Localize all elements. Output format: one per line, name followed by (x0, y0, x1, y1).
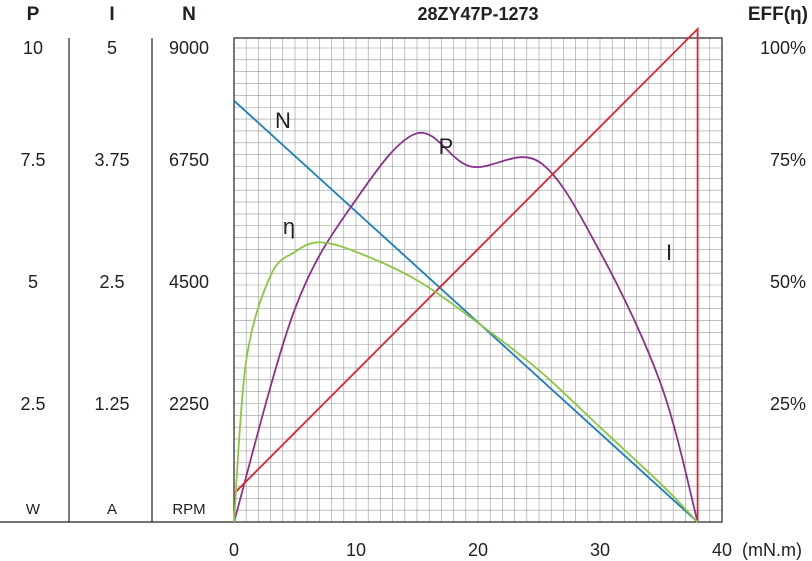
series-label-i: I (666, 240, 672, 265)
left-tick-label: 2.5 (99, 272, 124, 292)
axis-header-n: N (182, 4, 196, 25)
series-line-p (233, 131, 699, 523)
axis-unit-a: A (107, 501, 117, 518)
x-tick-label: 0 (229, 540, 239, 560)
plot-border (233, 37, 723, 523)
x-tick-label: 30 (590, 540, 610, 560)
right-tick-label: 75% (770, 150, 806, 170)
axis-header-i: I (109, 4, 114, 25)
left-tick-label: 1.25 (94, 394, 129, 414)
axis-header-p: P (27, 4, 40, 25)
series-label-eta: η (283, 214, 295, 239)
left-tick-label: 2.5 (20, 394, 45, 414)
left-tick-label: 9000 (169, 38, 209, 58)
left-tick-label: 10 (23, 38, 43, 58)
left-tick-label: 7.5 (20, 150, 45, 170)
left-tick-label: 3.75 (94, 150, 129, 170)
series-line-eta (233, 241, 699, 523)
series-label-p: P (439, 134, 454, 159)
axis-unit-w: W (26, 501, 41, 518)
left-tick-label: 5 (107, 38, 117, 58)
right-tick-label: 50% (770, 272, 806, 292)
series-label-n: N (275, 108, 291, 133)
x-tick-label: 20 (468, 540, 488, 560)
left-tick-label: 2250 (169, 394, 209, 414)
series-line-i (233, 26, 699, 522)
x-axis-label: (mN.m) (742, 540, 802, 560)
axis-header-eff: EFF(η) (748, 4, 808, 25)
right-tick-label: 100% (760, 38, 806, 58)
left-tick-label: 5 (28, 272, 38, 292)
x-tick-label: 40 (712, 540, 732, 560)
series-line-n (233, 100, 699, 523)
left-tick-label: 6750 (169, 150, 209, 170)
right-tick-label: 25% (770, 394, 806, 414)
left-tick-label: 4500 (169, 272, 209, 292)
axis-unit-rpm: RPM (172, 501, 205, 518)
chart-title: 28ZY47P-1273 (417, 4, 538, 24)
x-tick-label: 10 (346, 540, 366, 560)
